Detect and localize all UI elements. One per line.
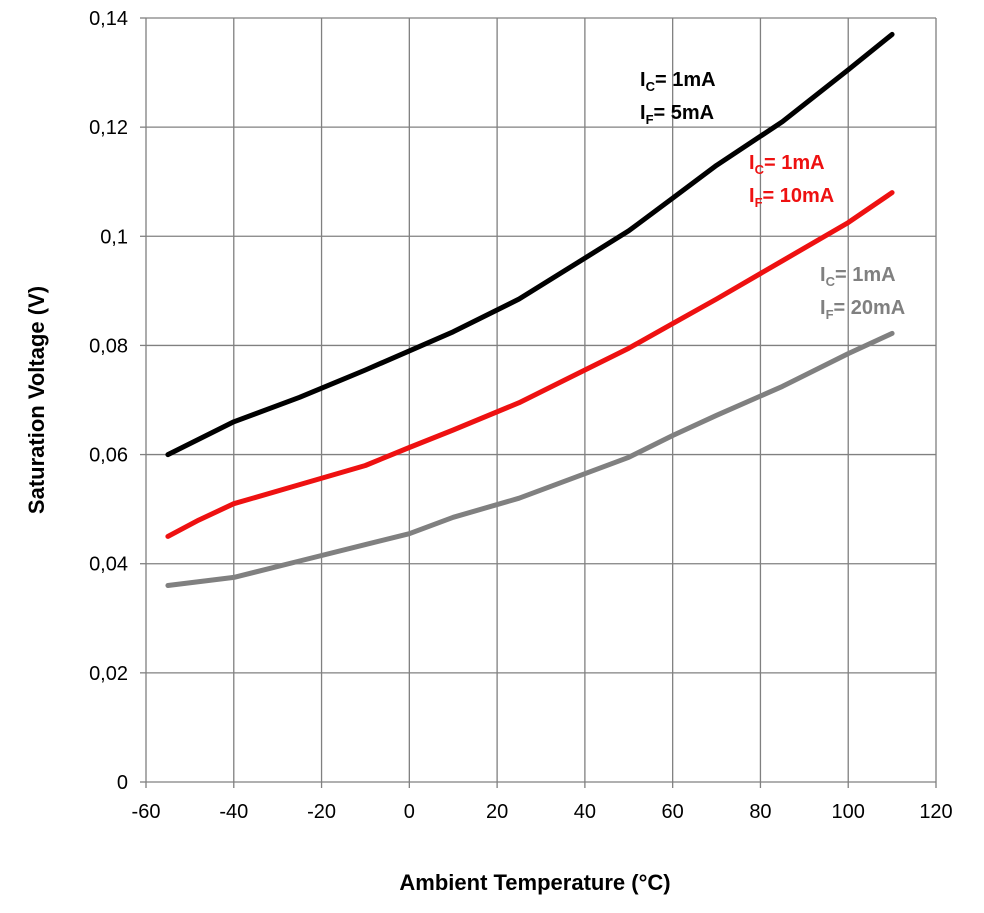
- series-line-ic1_if10: [165, 190, 895, 539]
- svg-text:IC= 1mA: IC= 1mA: [820, 264, 896, 289]
- annotation-if10: IC= 1mA IF= 10mA: [749, 152, 834, 210]
- x-tick-label: 20: [486, 801, 508, 823]
- y-tick-label: 0,08: [89, 335, 128, 357]
- svg-text:IF= 10mA: IF= 10mA: [749, 185, 834, 210]
- x-tick-label: 40: [574, 801, 596, 823]
- svg-text:IF= 20mA: IF= 20mA: [820, 297, 905, 322]
- annotation-if20: IC= 1mA IF= 20mA: [820, 264, 905, 322]
- series-line-ic1_if20: [165, 330, 895, 588]
- tick-labels: -60 -40 -20 0 20 40 60 80 100 120 0 0,02 0,04 0,06 0,0…: [89, 8, 953, 823]
- y-tick-label: 0: [117, 772, 128, 794]
- svg-text:IF= 5mA: IF= 5mA: [640, 102, 714, 127]
- y-tick-label: 0,04: [89, 554, 128, 576]
- x-tick-label: -40: [219, 801, 248, 823]
- svg-text:IC= 1mA: IC= 1mA: [640, 69, 716, 94]
- y-tick-label: 0,1: [100, 226, 128, 248]
- y-tick-label: 0,12: [89, 117, 128, 139]
- y-tick-label: 0,14: [89, 8, 128, 30]
- x-axis-title: Ambient Temperature (°C): [399, 870, 670, 895]
- svg-text:IC= 1mA: IC= 1mA: [749, 152, 825, 177]
- series-lines: [165, 31, 895, 588]
- y-tick-label: 0,06: [89, 445, 128, 467]
- x-tick-label: -20: [307, 801, 336, 823]
- x-tick-label: -60: [132, 801, 161, 823]
- x-tick-label: 80: [749, 801, 771, 823]
- x-tick-label: 120: [919, 801, 952, 823]
- gridlines: [140, 17, 937, 788]
- y-axis-title: Saturation Voltage (V): [24, 286, 49, 514]
- x-tick-label: 100: [832, 801, 865, 823]
- y-tick-label: 0,02: [89, 663, 128, 685]
- x-tick-label: 60: [662, 801, 684, 823]
- x-tick-label: 0: [404, 801, 415, 823]
- series-line-ic1_if5: [165, 31, 895, 458]
- annotation-if5: IC= 1mA IF= 5mA: [640, 69, 716, 127]
